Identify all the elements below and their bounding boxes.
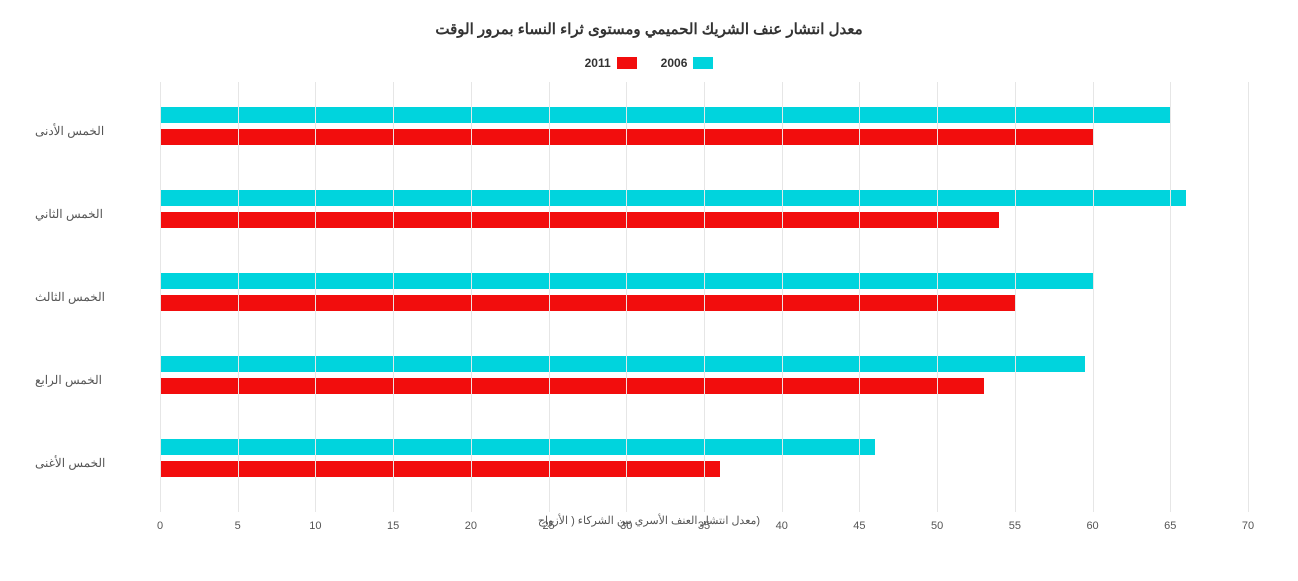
- bar-2006[interactable]: [160, 190, 1186, 206]
- grid-line: [238, 82, 239, 512]
- y-label: الخمس الرابع: [35, 373, 145, 387]
- grid-line: [937, 82, 938, 512]
- grid-line: [859, 82, 860, 512]
- grid-line: [471, 82, 472, 512]
- grid-line: [1093, 82, 1094, 512]
- legend-label-2006: 2006: [661, 56, 688, 70]
- x-tick: 40: [776, 520, 788, 532]
- x-tick: 25: [542, 520, 554, 532]
- bar-2011[interactable]: [160, 212, 999, 228]
- x-tick: 10: [309, 520, 321, 532]
- x-tick: 30: [620, 520, 632, 532]
- grid-line: [1248, 82, 1249, 512]
- chart-title: معدل انتشار عنف الشريك الحميمي ومستوى ثر…: [40, 20, 1258, 38]
- legend-item-2006[interactable]: 2006: [661, 56, 714, 70]
- x-tick: 35: [698, 520, 710, 532]
- legend-label-2011: 2011: [585, 56, 611, 70]
- legend-swatch-2011: [617, 57, 637, 69]
- x-tick: 50: [931, 520, 943, 532]
- x-ticks-row: 0510152025303540455055606570: [160, 512, 1248, 532]
- legend: 2006 2011: [40, 56, 1258, 70]
- y-label: الخمس الثاني: [35, 207, 145, 221]
- x-tick: 45: [853, 520, 865, 532]
- grid-line: [315, 82, 316, 512]
- grid-line: [626, 82, 627, 512]
- bar-2006[interactable]: [160, 107, 1170, 123]
- bar-2006[interactable]: [160, 356, 1085, 372]
- x-tick: 5: [235, 520, 241, 532]
- grid-line: [1170, 82, 1171, 512]
- grid-line: [704, 82, 705, 512]
- bar-2011[interactable]: [160, 295, 1015, 311]
- grid-line: [549, 82, 550, 512]
- grid-line: [393, 82, 394, 512]
- y-label: الخمس الثالث: [35, 290, 145, 304]
- legend-swatch-2006: [693, 57, 713, 69]
- x-tick: 60: [1086, 520, 1098, 532]
- grid-line: [160, 82, 161, 512]
- grid-line: [1015, 82, 1016, 512]
- grid-line: [782, 82, 783, 512]
- x-tick: 20: [465, 520, 477, 532]
- plot-area: الخمس الأدنىالخمس الثانيالخمس الثالثالخم…: [160, 82, 1248, 512]
- x-tick: 70: [1242, 520, 1254, 532]
- x-tick: 15: [387, 520, 399, 532]
- bar-2006[interactable]: [160, 439, 875, 455]
- chart-container: معدل انتشار عنف الشريك الحميمي ومستوى ثر…: [0, 0, 1298, 581]
- bar-2011[interactable]: [160, 461, 720, 477]
- y-label: الخمس الأدنى: [35, 124, 145, 138]
- y-label: الخمس الأغنى: [35, 456, 145, 470]
- x-tick: 55: [1009, 520, 1021, 532]
- legend-item-2011[interactable]: 2011: [585, 56, 637, 70]
- x-tick: 0: [157, 520, 163, 532]
- x-tick: 65: [1164, 520, 1176, 532]
